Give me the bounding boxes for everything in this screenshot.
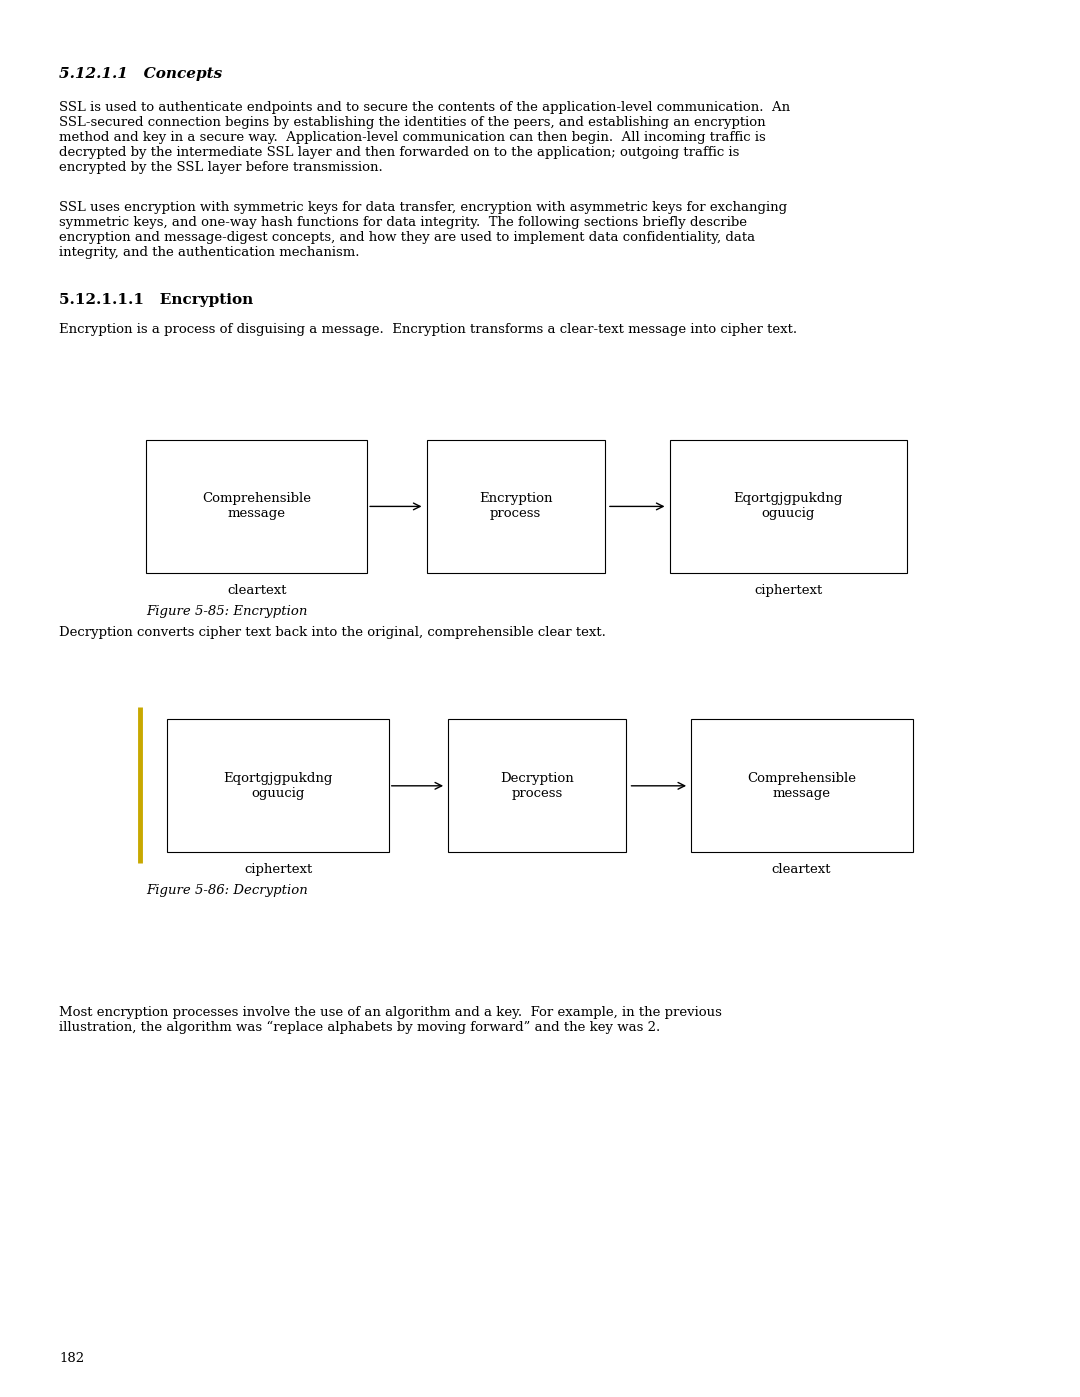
Text: Encryption is a process of disguising a message.  Encryption transforms a clear-: Encryption is a process of disguising a … <box>59 323 797 335</box>
Text: cleartext: cleartext <box>771 863 832 876</box>
Text: 5.12.1.1   Concepts: 5.12.1.1 Concepts <box>59 67 222 81</box>
Text: 182: 182 <box>59 1352 84 1365</box>
Text: Eqortgjgpukdng
oguucig: Eqortgjgpukdng oguucig <box>224 771 333 800</box>
Text: Most encryption processes involve the use of an algorithm and a key.  For exampl: Most encryption processes involve the us… <box>59 1006 723 1034</box>
FancyBboxPatch shape <box>167 719 389 852</box>
Text: Figure 5-86: Decryption: Figure 5-86: Decryption <box>146 884 308 897</box>
FancyBboxPatch shape <box>427 440 605 573</box>
Text: Encryption
process: Encryption process <box>478 492 553 521</box>
Text: cleartext: cleartext <box>227 584 287 597</box>
FancyBboxPatch shape <box>146 440 367 573</box>
Text: 5.12.1.1.1   Encryption: 5.12.1.1.1 Encryption <box>59 293 254 307</box>
Text: ciphertext: ciphertext <box>244 863 313 876</box>
FancyBboxPatch shape <box>691 719 913 852</box>
Text: Decryption converts cipher text back into the original, comprehensible clear tex: Decryption converts cipher text back int… <box>59 626 606 638</box>
Text: SSL uses encryption with symmetric keys for data transfer, encryption with asymm: SSL uses encryption with symmetric keys … <box>59 201 787 260</box>
FancyBboxPatch shape <box>670 440 907 573</box>
FancyBboxPatch shape <box>448 719 626 852</box>
Text: Comprehensible
message: Comprehensible message <box>747 771 856 800</box>
Text: Comprehensible
message: Comprehensible message <box>202 492 311 521</box>
Text: SSL is used to authenticate endpoints and to secure the contents of the applicat: SSL is used to authenticate endpoints an… <box>59 101 791 173</box>
Text: Decryption
process: Decryption process <box>500 771 575 800</box>
Text: Figure 5-85: Encryption: Figure 5-85: Encryption <box>146 605 307 617</box>
Text: ciphertext: ciphertext <box>754 584 823 597</box>
Text: Eqortgjgpukdng
oguucig: Eqortgjgpukdng oguucig <box>733 492 843 521</box>
